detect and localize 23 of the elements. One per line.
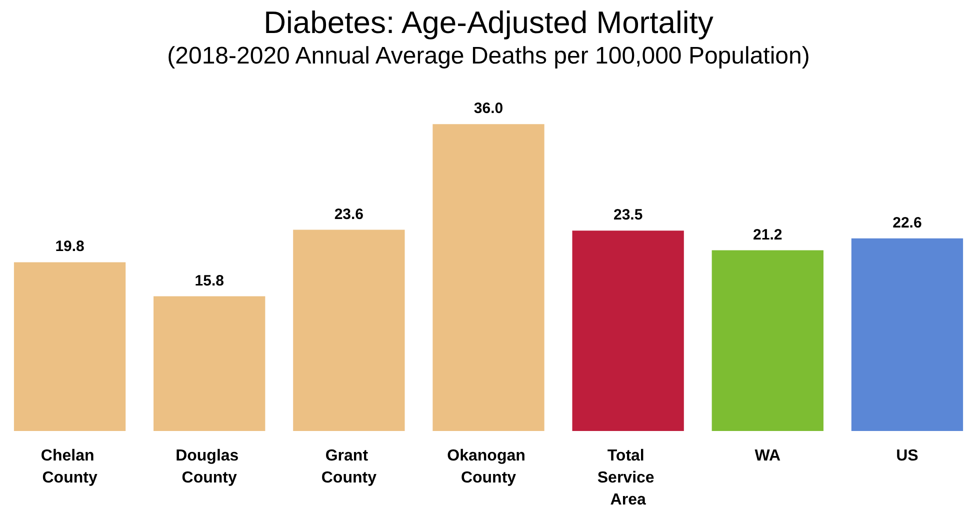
x-tick-label: Total Service Area	[597, 448, 659, 508]
x-tick-label: US	[896, 448, 919, 464]
x-tick-label: Grant County	[321, 448, 377, 486]
bar	[851, 238, 964, 431]
bar	[14, 262, 126, 431]
data-label: 15.8	[194, 272, 224, 290]
data-label: 36.0	[474, 100, 504, 118]
x-tick-label: WA	[754, 448, 781, 464]
chart-title: Diabetes: Age-Adjusted Mortality	[264, 5, 714, 40]
bar	[712, 250, 824, 431]
data-label: 21.2	[753, 226, 782, 244]
chart-subtitle: (2018-2020 Annual Average Deaths per 100,000 Population)	[167, 42, 810, 70]
bar	[572, 230, 684, 431]
x-tick-label: Chelan County	[40, 448, 99, 486]
bar	[432, 124, 544, 431]
bar	[154, 296, 266, 431]
data-label: 22.6	[892, 214, 922, 232]
data-label: 19.8	[55, 238, 84, 256]
bar	[293, 230, 405, 431]
data-label: 23.5	[613, 206, 643, 224]
data-label: 23.6	[334, 206, 364, 223]
x-tick-label: Douglas County	[176, 448, 244, 486]
x-tick-label: Okanogan County	[447, 448, 530, 486]
